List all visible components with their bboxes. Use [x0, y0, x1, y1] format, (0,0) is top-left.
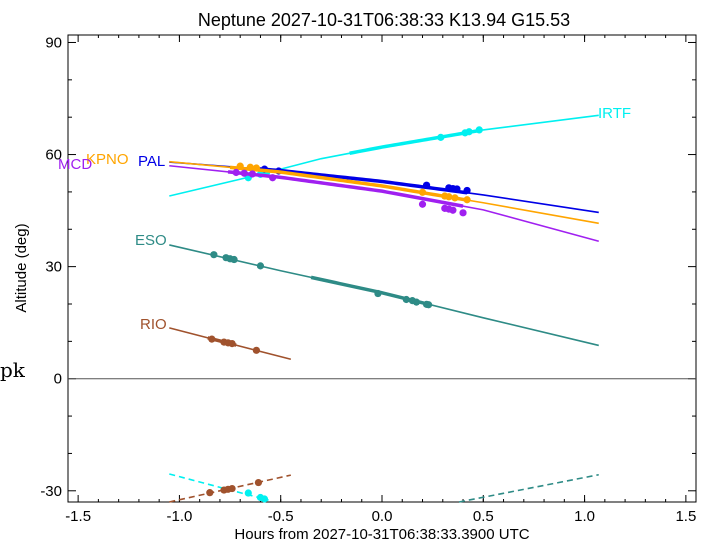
y-tick-label: 60	[45, 147, 62, 164]
data-point-rio	[228, 339, 236, 348]
data-point-mcd	[449, 206, 457, 214]
data-point-kpno	[463, 196, 471, 204]
x-tick-label: 1.5	[675, 508, 696, 525]
stray-text: pk	[0, 358, 25, 382]
data-point-pal	[453, 185, 461, 193]
x-tick-label: -1.0	[166, 508, 192, 525]
data-point-below-rio	[254, 478, 263, 487]
data-point-below-rio	[206, 489, 214, 497]
data-point-mcd	[269, 174, 277, 182]
x-axis-label: Hours from 2027-10-31T06:38:33.3900 UTC	[234, 526, 529, 543]
data-point-kpno	[451, 194, 459, 202]
data-point-mcd	[240, 169, 248, 177]
series-thick-pal	[256, 166, 468, 195]
series-line-mcd	[169, 164, 599, 242]
x-tick-label: 0.0	[372, 508, 393, 525]
y-tick-label: 0	[54, 371, 62, 388]
chart-title: Neptune 2027-10-31T06:38:33 K13.94 G15.5…	[198, 10, 570, 30]
series-label-pal: PAL	[138, 153, 165, 170]
axes: -1.5 -1.0 -0.5 0.0 0.5 1.0 1.5 -30 0 30 60 90	[40, 34, 696, 525]
data-point-pal	[463, 186, 471, 195]
data-point-eso	[230, 255, 238, 264]
series-below-horizon-irtf	[169, 473, 269, 501]
data-point-eso	[412, 298, 421, 306]
x-tick-label: 0.5	[473, 508, 494, 525]
y-tick-label: -30	[40, 483, 62, 500]
data-point-rio	[208, 335, 216, 343]
x-tick-label: -0.5	[268, 508, 294, 525]
data-point-eso	[402, 295, 410, 304]
series-below-horizon-eso	[458, 473, 599, 503]
data-point-kpno	[252, 164, 260, 172]
data-point-rio	[252, 346, 260, 354]
y-tick-label: 30	[45, 259, 62, 276]
data-point-mcd	[459, 209, 467, 217]
x-tick-label: -1.5	[65, 508, 91, 525]
data-point-kpno	[236, 162, 244, 170]
series-thick-kpno	[229, 165, 470, 203]
data-point-kpno	[418, 188, 427, 196]
series-label-irtf: IRTF	[598, 105, 631, 122]
data-point-mcd	[232, 168, 240, 177]
series-label-kpno: KPNO	[86, 151, 129, 168]
series-label-eso: ESO	[135, 232, 167, 249]
data-point-eso	[210, 251, 218, 259]
series-layer	[169, 114, 599, 503]
data-point-eso	[374, 289, 382, 298]
series-label-mcd: MCD	[58, 156, 92, 173]
y-tick-label: 90	[45, 34, 62, 51]
data-point-irtf	[465, 128, 473, 136]
data-point-below-rio	[228, 484, 236, 493]
y-axis-label: Altitude (deg)	[13, 223, 30, 312]
x-tick-label: 1.0	[574, 508, 595, 525]
data-point-below-irtf	[260, 495, 269, 503]
data-point-mcd	[418, 200, 427, 208]
data-point-irtf	[437, 133, 445, 141]
data-point-mcd	[248, 170, 256, 178]
data-point-irtf	[475, 126, 483, 134]
data-point-below-irtf	[244, 489, 252, 497]
data-point-eso	[256, 262, 265, 270]
series-line-irtf	[169, 114, 599, 197]
series-thick-irtf	[349, 128, 480, 155]
data-point-kpno	[246, 163, 254, 171]
series-thick-mcd	[227, 170, 464, 208]
data-point-kpno	[445, 193, 453, 201]
data-point-pal	[422, 181, 431, 189]
series-label-rio: RIO	[140, 316, 167, 333]
data-point-eso	[424, 301, 433, 309]
